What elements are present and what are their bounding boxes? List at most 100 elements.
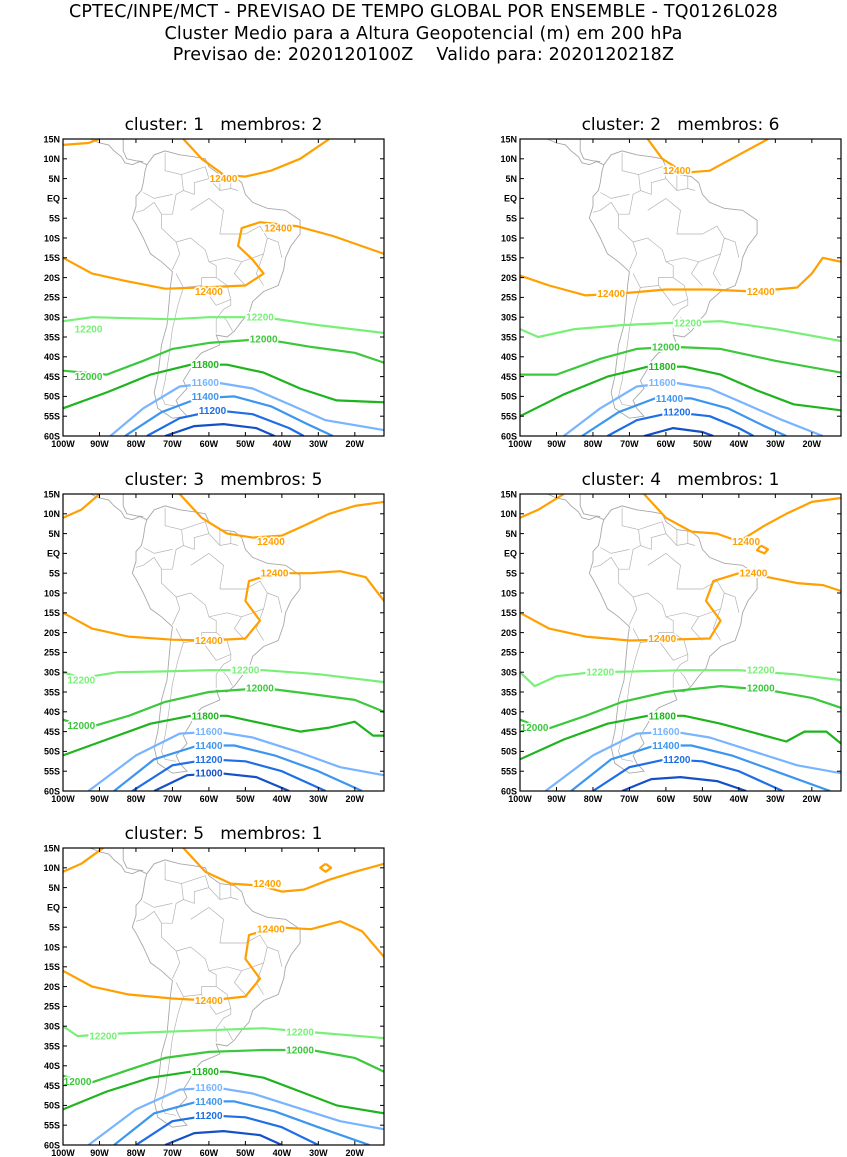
lon-tick-label: 90W [90,1148,109,1157]
lat-tick-label: 15S [44,962,60,972]
contour-12400 [643,494,841,543]
coastline [122,494,144,518]
country-border [724,592,740,613]
contour-11000 [164,1129,283,1145]
contour-label: 12400 [264,224,292,235]
lon-tick-label: 20W [346,794,365,804]
lon-tick-label: 20W [803,439,822,449]
country-border [712,608,721,641]
contour-label: 11200 [663,408,691,419]
contour-label: 12200 [747,666,775,677]
contour-label: 12000 [652,342,680,353]
lon-tick-label: 100W [51,794,75,804]
contour-label: 11800 [649,362,677,373]
lat-tick-label: 40S [44,1061,60,1071]
panel-title: cluster: 1 membros: 2 [125,115,323,135]
lat-tick-label: 5N [48,883,60,893]
lat-tick-label: 15S [44,253,60,263]
lat-tick-label: EQ [47,194,60,204]
lon-tick-label: 100W [508,439,532,449]
lon-tick-label: 60W [657,794,676,804]
country-border [638,166,667,195]
panel-title: cluster: 3 membros: 5 [125,470,323,490]
contour-11800 [63,363,384,410]
lat-tick-label: 45S [501,372,517,382]
lat-tick-label: 5S [49,923,60,933]
contour-12400 [319,862,333,873]
contour-11400 [113,1100,370,1145]
lon-tick-label: 90W [547,794,566,804]
contour-label: 11800 [192,1067,220,1078]
country-border [175,946,217,997]
lon-tick-label: 60W [657,439,676,449]
contour-12400 [63,494,101,519]
country-border [135,556,162,570]
coastline [122,139,144,163]
country-border [255,608,264,641]
coastline [579,139,601,163]
contour-11200 [135,1114,319,1145]
contour-12400 [63,570,384,642]
contour-label: 11400 [652,741,680,752]
lat-tick-label: 25S [44,293,60,303]
lon-tick-label: 50W [236,1148,255,1157]
lat-tick-label: 60S [44,431,60,441]
country-border [161,861,184,979]
coastline [131,859,301,1128]
contour-12000 [63,686,384,729]
contour-label: 12200 [231,666,259,677]
country-border [161,287,184,407]
country-border [143,547,173,554]
country-border [647,197,681,235]
country-border [181,875,210,904]
contour-11400 [124,395,334,436]
lat-tick-label: 30S [501,668,517,678]
lon-tick-label: 50W [236,439,255,449]
lat-tick-label: 30S [44,313,60,323]
contour-12400 [63,920,384,1002]
contour-label: 12400 [747,287,775,298]
lat-tick-label: 15S [44,608,60,618]
contour-12000 [63,1048,384,1085]
country-border [135,910,162,924]
lat-tick-label: 35S [44,332,60,342]
lat-tick-label: 50S [44,747,60,757]
lat-tick-label: 5S [49,569,60,579]
contour-label: 11800 [649,711,677,722]
contour-label: 12000 [64,1077,92,1088]
lat-tick-label: 10S [44,588,60,598]
lat-tick-label: 55S [44,1121,60,1131]
lat-tick-label: 35S [501,332,517,342]
country-border [658,277,689,306]
lat-tick-label: 5S [506,214,517,224]
lat-tick-label: 30S [501,313,517,323]
contour-label: 12400 [740,569,768,580]
contour-label: 12000 [521,723,549,734]
country-border [632,592,674,643]
contour-label: 12400 [210,174,238,185]
contour-label: 12400 [597,289,625,300]
lon-tick-label: 90W [547,439,566,449]
country-border [215,299,232,333]
country-border [143,192,173,199]
country-border [592,201,619,215]
contour-11800 [63,1070,384,1115]
contour-12200 [520,669,841,688]
lat-tick-label: 15S [501,253,517,263]
lon-tick-label: 50W [693,439,712,449]
country-border [724,237,740,258]
lon-tick-label: 30W [766,439,785,449]
country-border [665,225,725,263]
country-border [233,616,246,641]
cluster-panel-1: cluster: 1 membros: 2 12400 12400 12400 1220… [43,115,385,449]
contour-11600 [544,730,841,791]
panel-title: cluster: 4 membros: 1 [582,470,780,490]
lat-tick-label: 10S [44,942,60,952]
country-border [672,654,689,688]
country-border [161,996,184,1116]
country-border [618,287,641,407]
country-border [618,642,641,762]
lat-tick-label: EQ [47,903,60,913]
country-border [690,261,703,286]
lon-tick-label: 30W [309,794,328,804]
